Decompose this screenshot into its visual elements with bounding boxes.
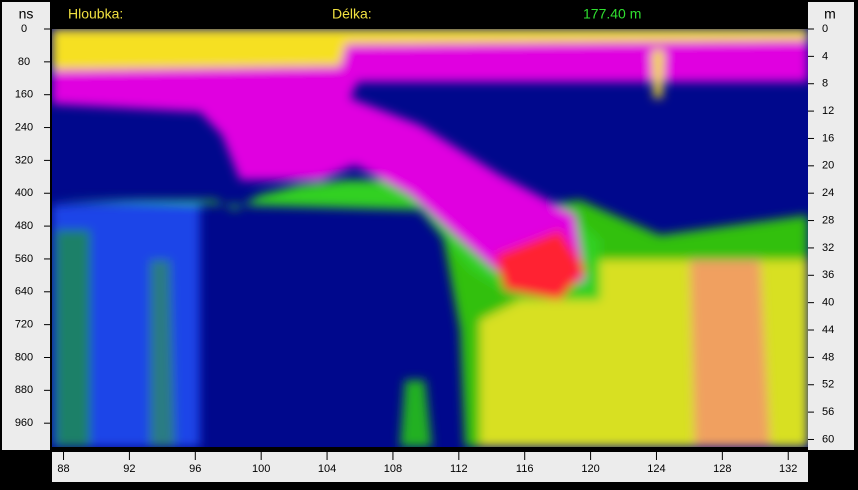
x-tick-label: 124 <box>647 463 665 475</box>
radar-zone <box>52 40 808 295</box>
y-tick-label: 960 <box>15 417 33 429</box>
y2-tick-label: 36 <box>822 269 834 281</box>
x-tick-label: 108 <box>384 463 402 475</box>
y2-axis-label: m <box>824 6 836 22</box>
y-tick-label: 640 <box>15 286 33 298</box>
y2-tick-label: 16 <box>822 132 834 144</box>
radar-zone <box>690 260 770 447</box>
y2-tick-label: 8 <box>822 78 828 90</box>
x-tick-label: 116 <box>516 463 534 475</box>
y-tick-label: 800 <box>15 351 33 363</box>
radar-zone <box>495 230 585 300</box>
y2-tick-label: 48 <box>822 351 834 363</box>
y-tick-label: 480 <box>15 220 33 232</box>
x-tick-label: 100 <box>252 463 270 475</box>
y2-tick-label: 44 <box>822 324 834 336</box>
radar-zone <box>400 380 432 447</box>
y2-tick-label: 60 <box>822 433 834 445</box>
y2-tick-label: 52 <box>822 379 834 391</box>
y2-tick-label: 56 <box>822 406 834 418</box>
x-tick-label: 92 <box>123 463 135 475</box>
y-tick-label: 400 <box>15 187 33 199</box>
y2-tick-label: 12 <box>822 105 834 117</box>
depth-label: Hloubka: <box>68 6 123 22</box>
x-tick-label: 88 <box>57 463 69 475</box>
y-tick-label: 0 <box>21 23 27 35</box>
y2-tick-label: 28 <box>822 214 834 226</box>
radar-zone <box>652 50 664 98</box>
y-tick-label: 560 <box>15 253 33 265</box>
y-tick-label: 880 <box>15 384 33 396</box>
y-tick-label: 720 <box>15 319 33 331</box>
y2-tick-label: 24 <box>822 187 834 199</box>
length-label: Délka: <box>332 6 372 22</box>
y2-tick-label: 4 <box>822 50 828 62</box>
x-tick-label: 112 <box>450 463 468 475</box>
x-tick-label: 96 <box>189 463 201 475</box>
bottom-axis-panel <box>52 452 808 482</box>
length-value: 177.40 m <box>583 6 641 22</box>
y-tick-label: 80 <box>18 56 30 68</box>
left-axis-panel <box>2 2 50 450</box>
y-axis-label: ns <box>19 6 34 22</box>
radargram-image <box>52 29 808 447</box>
x-tick-label: 104 <box>318 463 336 475</box>
right-axis-panel <box>808 2 854 450</box>
y2-tick-label: 0 <box>822 23 828 35</box>
x-tick-label: 128 <box>713 463 731 475</box>
y-tick-label: 160 <box>15 89 33 101</box>
radar-zone <box>55 230 90 447</box>
x-tick-label: 132 <box>779 463 797 475</box>
y2-tick-label: 40 <box>822 297 834 309</box>
y-tick-label: 320 <box>15 154 33 166</box>
radar-zone <box>150 260 175 447</box>
x-tick-label: 120 <box>581 463 599 475</box>
y2-tick-label: 32 <box>822 242 834 254</box>
y-tick-label: 240 <box>15 121 33 133</box>
y2-tick-label: 20 <box>822 160 834 172</box>
